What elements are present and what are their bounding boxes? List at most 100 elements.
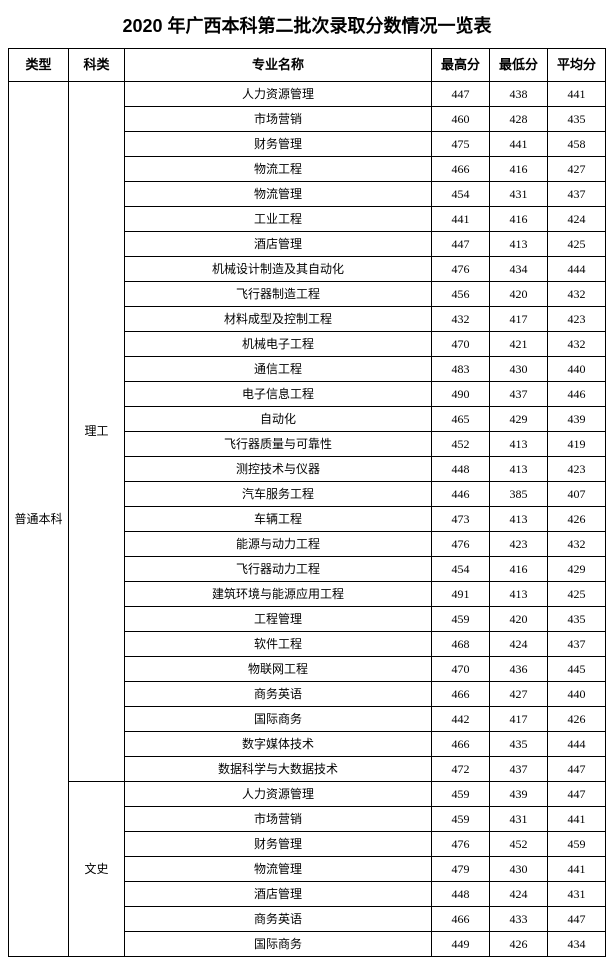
table-row: 文史人力资源管理459439447 xyxy=(9,781,606,806)
avg-cell: 432 xyxy=(548,281,606,306)
min-cell: 420 xyxy=(490,606,548,631)
avg-cell: 439 xyxy=(548,406,606,431)
max-cell: 476 xyxy=(432,831,490,856)
major-cell: 酒店管理 xyxy=(125,231,432,256)
max-cell: 476 xyxy=(432,256,490,281)
max-cell: 454 xyxy=(432,181,490,206)
max-cell: 460 xyxy=(432,106,490,131)
avg-cell: 444 xyxy=(548,256,606,281)
max-cell: 466 xyxy=(432,681,490,706)
min-cell: 441 xyxy=(490,131,548,156)
min-cell: 417 xyxy=(490,706,548,731)
avg-cell: 431 xyxy=(548,881,606,906)
min-cell: 431 xyxy=(490,806,548,831)
avg-cell: 435 xyxy=(548,606,606,631)
min-cell: 438 xyxy=(490,81,548,106)
table-header-row: 类型 科类 专业名称 最高分 最低分 平均分 xyxy=(9,49,606,82)
major-cell: 材料成型及控制工程 xyxy=(125,306,432,331)
col-category: 科类 xyxy=(69,49,125,82)
min-cell: 413 xyxy=(490,506,548,531)
col-major: 专业名称 xyxy=(125,49,432,82)
major-cell: 商务英语 xyxy=(125,906,432,931)
major-cell: 电子信息工程 xyxy=(125,381,432,406)
avg-cell: 458 xyxy=(548,131,606,156)
major-cell: 数字媒体技术 xyxy=(125,731,432,756)
major-cell: 商务英语 xyxy=(125,681,432,706)
min-cell: 416 xyxy=(490,556,548,581)
avg-cell: 459 xyxy=(548,831,606,856)
major-cell: 软件工程 xyxy=(125,631,432,656)
major-cell: 人力资源管理 xyxy=(125,81,432,106)
avg-cell: 447 xyxy=(548,756,606,781)
max-cell: 476 xyxy=(432,531,490,556)
min-cell: 423 xyxy=(490,531,548,556)
major-cell: 数据科学与大数据技术 xyxy=(125,756,432,781)
avg-cell: 432 xyxy=(548,331,606,356)
min-cell: 430 xyxy=(490,356,548,381)
avg-cell: 446 xyxy=(548,381,606,406)
major-cell: 机械设计制造及其自动化 xyxy=(125,256,432,281)
avg-cell: 425 xyxy=(548,231,606,256)
max-cell: 475 xyxy=(432,131,490,156)
max-cell: 459 xyxy=(432,806,490,831)
major-cell: 机械电子工程 xyxy=(125,331,432,356)
min-cell: 437 xyxy=(490,381,548,406)
min-cell: 433 xyxy=(490,906,548,931)
max-cell: 490 xyxy=(432,381,490,406)
min-cell: 416 xyxy=(490,156,548,181)
col-min: 最低分 xyxy=(490,49,548,82)
min-cell: 421 xyxy=(490,331,548,356)
major-cell: 市场营销 xyxy=(125,106,432,131)
max-cell: 452 xyxy=(432,431,490,456)
max-cell: 483 xyxy=(432,356,490,381)
max-cell: 472 xyxy=(432,756,490,781)
min-cell: 434 xyxy=(490,256,548,281)
min-cell: 417 xyxy=(490,306,548,331)
max-cell: 446 xyxy=(432,481,490,506)
major-cell: 能源与动力工程 xyxy=(125,531,432,556)
avg-cell: 427 xyxy=(548,156,606,181)
min-cell: 424 xyxy=(490,631,548,656)
major-cell: 飞行器制造工程 xyxy=(125,281,432,306)
min-cell: 424 xyxy=(490,881,548,906)
major-cell: 国际商务 xyxy=(125,931,432,956)
max-cell: 459 xyxy=(432,781,490,806)
table-row: 普通本科理工人力资源管理447438441 xyxy=(9,81,606,106)
min-cell: 413 xyxy=(490,231,548,256)
avg-cell: 447 xyxy=(548,906,606,931)
min-cell: 427 xyxy=(490,681,548,706)
col-max: 最高分 xyxy=(432,49,490,82)
avg-cell: 423 xyxy=(548,306,606,331)
max-cell: 441 xyxy=(432,206,490,231)
max-cell: 491 xyxy=(432,581,490,606)
page-title: 2020 年广西本科第二批次录取分数情况一览表 xyxy=(8,12,606,38)
major-cell: 工程管理 xyxy=(125,606,432,631)
min-cell: 435 xyxy=(490,731,548,756)
max-cell: 470 xyxy=(432,656,490,681)
max-cell: 470 xyxy=(432,331,490,356)
min-cell: 452 xyxy=(490,831,548,856)
major-cell: 国际商务 xyxy=(125,706,432,731)
max-cell: 466 xyxy=(432,156,490,181)
max-cell: 448 xyxy=(432,456,490,481)
major-cell: 建筑环境与能源应用工程 xyxy=(125,581,432,606)
avg-cell: 437 xyxy=(548,631,606,656)
score-table: 类型 科类 专业名称 最高分 最低分 平均分 普通本科理工人力资源管理44743… xyxy=(8,48,606,957)
min-cell: 431 xyxy=(490,181,548,206)
min-cell: 413 xyxy=(490,456,548,481)
col-avg: 平均分 xyxy=(548,49,606,82)
avg-cell: 437 xyxy=(548,181,606,206)
major-cell: 飞行器动力工程 xyxy=(125,556,432,581)
min-cell: 437 xyxy=(490,756,548,781)
avg-cell: 441 xyxy=(548,806,606,831)
major-cell: 物流管理 xyxy=(125,181,432,206)
avg-cell: 444 xyxy=(548,731,606,756)
min-cell: 413 xyxy=(490,581,548,606)
col-type: 类型 xyxy=(9,49,69,82)
avg-cell: 445 xyxy=(548,656,606,681)
max-cell: 454 xyxy=(432,556,490,581)
avg-cell: 426 xyxy=(548,506,606,531)
max-cell: 456 xyxy=(432,281,490,306)
avg-cell: 432 xyxy=(548,531,606,556)
avg-cell: 440 xyxy=(548,681,606,706)
